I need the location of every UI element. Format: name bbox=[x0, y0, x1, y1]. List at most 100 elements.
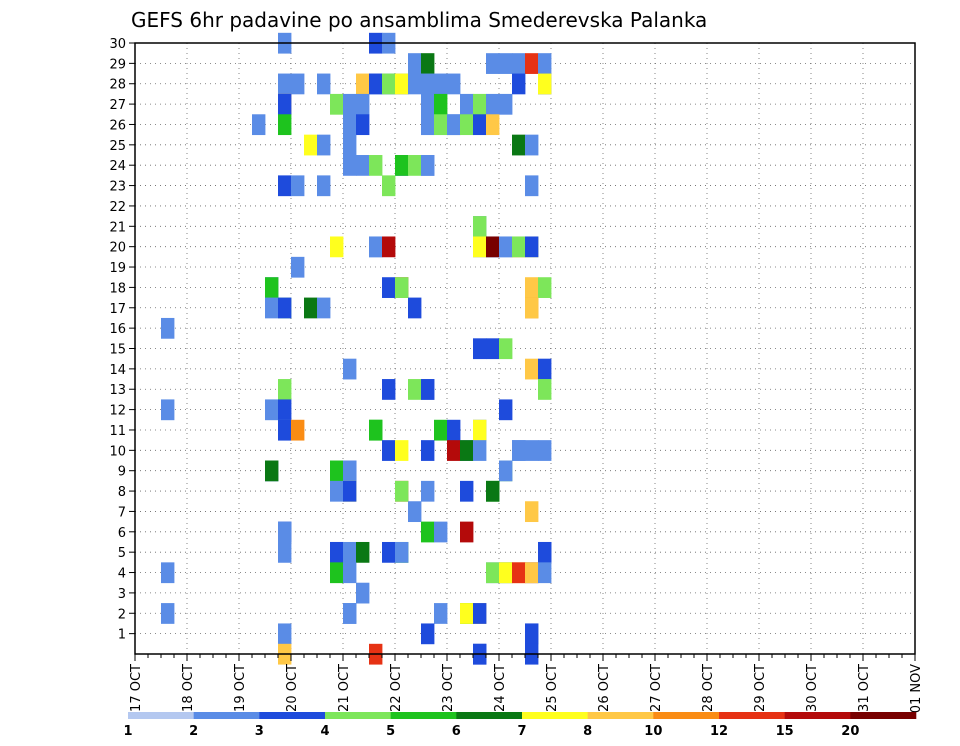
heatmap-cell bbox=[538, 562, 552, 584]
heatmap-cell bbox=[421, 440, 435, 461]
heatmap-cell bbox=[317, 73, 331, 95]
heatmap-cell bbox=[382, 541, 396, 563]
heatmap-cell bbox=[499, 93, 513, 115]
x-tick-label: 20 OCT bbox=[285, 664, 300, 712]
x-axis: 17 OCT 18 OCT 19 OCT 20 OCT 21 OCT 22 OCT 23 O… bbox=[129, 654, 924, 713]
heatmap-cell bbox=[421, 623, 435, 645]
heatmap-cell bbox=[343, 114, 357, 136]
y-tick-label: 29 bbox=[109, 57, 126, 72]
heatmap-cell bbox=[512, 440, 526, 461]
heatmap-cell bbox=[356, 93, 370, 115]
heatmap-cell bbox=[408, 297, 422, 319]
heatmap-cell bbox=[291, 419, 305, 441]
heatmap-cell bbox=[473, 419, 487, 441]
heatmap-cell bbox=[317, 297, 331, 319]
heatmap-cell bbox=[161, 399, 175, 421]
heatmap-cell bbox=[525, 562, 539, 584]
heatmap-cell bbox=[525, 277, 539, 298]
heatmap-cell bbox=[356, 541, 370, 563]
y-tick-label: 16 bbox=[109, 322, 126, 337]
heatmap-cell bbox=[460, 114, 474, 136]
heatmap-cell bbox=[486, 93, 500, 115]
y-tick-label: 30 bbox=[109, 37, 126, 52]
heatmap-cell bbox=[538, 53, 552, 74]
y-tick-label: 21 bbox=[109, 220, 126, 235]
heatmap-cell bbox=[395, 440, 409, 461]
heatmap-cell bbox=[278, 399, 292, 421]
legend-swatch bbox=[259, 712, 326, 719]
legend-swatch bbox=[522, 712, 588, 719]
x-tick-label: 29 OCT bbox=[753, 664, 768, 712]
heatmap-cell bbox=[512, 562, 526, 584]
y-axis: 1234567891011121314151617181920212223242… bbox=[109, 37, 135, 643]
heatmap-cell bbox=[525, 440, 539, 461]
heatmap-cell bbox=[278, 379, 292, 400]
heatmap-cell bbox=[525, 358, 539, 380]
heatmap-cell bbox=[265, 297, 279, 319]
heatmap-cell bbox=[291, 175, 305, 197]
y-tick-label: 11 bbox=[109, 424, 126, 439]
legend-label: 6 bbox=[452, 724, 461, 739]
legend-label: 8 bbox=[583, 724, 592, 739]
y-tick-label: 24 bbox=[109, 159, 126, 174]
heatmap-cell bbox=[486, 338, 500, 360]
y-tick-label: 20 bbox=[109, 241, 126, 256]
heatmap-cell bbox=[330, 460, 344, 482]
heatmap-cell bbox=[343, 480, 357, 502]
legend-swatch bbox=[390, 712, 457, 719]
x-tick-label: 17 OCT bbox=[129, 664, 144, 712]
heatmap-cell bbox=[304, 297, 318, 319]
color-legend: 1 2 3 4 5 6 7 8 10 12 15 20 bbox=[123, 712, 917, 739]
heatmap-cell bbox=[330, 93, 344, 115]
legend-swatch bbox=[587, 712, 654, 719]
heatmap-cell bbox=[343, 541, 357, 563]
legend-swatch bbox=[325, 712, 391, 719]
legend-swatch bbox=[456, 712, 523, 719]
heatmap-cell bbox=[499, 236, 513, 258]
heatmap-cell bbox=[538, 541, 552, 563]
heatmap-cell bbox=[382, 73, 396, 95]
heatmap-cell bbox=[265, 277, 279, 298]
y-tick-label: 3 bbox=[118, 587, 126, 602]
y-tick-label: 14 bbox=[109, 363, 126, 378]
y-tick-label: 1 bbox=[118, 628, 126, 643]
y-tick-label: 26 bbox=[109, 118, 126, 133]
heatmap-cell bbox=[395, 480, 409, 502]
heatmap-cell bbox=[525, 501, 539, 523]
y-tick-label: 4 bbox=[118, 567, 126, 582]
legend-swatch bbox=[193, 712, 260, 719]
legend-label: 4 bbox=[320, 724, 329, 739]
heatmap-cell bbox=[473, 440, 487, 461]
heatmap-cell bbox=[330, 562, 344, 584]
heatmap-cell bbox=[278, 114, 292, 136]
legend-label: 20 bbox=[841, 724, 859, 739]
heatmap-cell bbox=[369, 419, 383, 441]
heatmap-cell bbox=[317, 134, 331, 156]
heatmap-cell bbox=[421, 73, 435, 95]
heatmap-cell bbox=[473, 603, 487, 624]
y-tick-label: 12 bbox=[109, 404, 126, 419]
heatmap-cell bbox=[421, 114, 435, 136]
heatmap-cell bbox=[434, 93, 448, 115]
heatmap-cell bbox=[382, 236, 396, 258]
y-tick-label: 19 bbox=[109, 261, 126, 276]
heatmap-cell bbox=[343, 562, 357, 584]
y-tick-label: 18 bbox=[109, 281, 126, 296]
heatmap-cell bbox=[473, 114, 487, 136]
x-tick-label: 23 OCT bbox=[441, 664, 456, 712]
y-tick-label: 23 bbox=[109, 180, 126, 195]
heatmap-cell bbox=[512, 73, 526, 95]
legend-swatch bbox=[128, 712, 194, 719]
legend-label: 15 bbox=[776, 724, 794, 739]
heatmap-cell bbox=[382, 277, 396, 298]
heatmap-cell bbox=[421, 93, 435, 115]
x-tick-label: 31 OCT bbox=[857, 664, 872, 712]
heatmap-cell bbox=[460, 521, 474, 543]
legend-label: 7 bbox=[517, 724, 526, 739]
legend-label: 1 bbox=[123, 724, 132, 739]
heatmap-cell bbox=[499, 562, 513, 584]
chart-title: GEFS 6hr padavine po ansamblima Smederev… bbox=[131, 8, 707, 32]
heatmap-cell bbox=[460, 603, 474, 624]
y-tick-label: 17 bbox=[109, 302, 126, 317]
